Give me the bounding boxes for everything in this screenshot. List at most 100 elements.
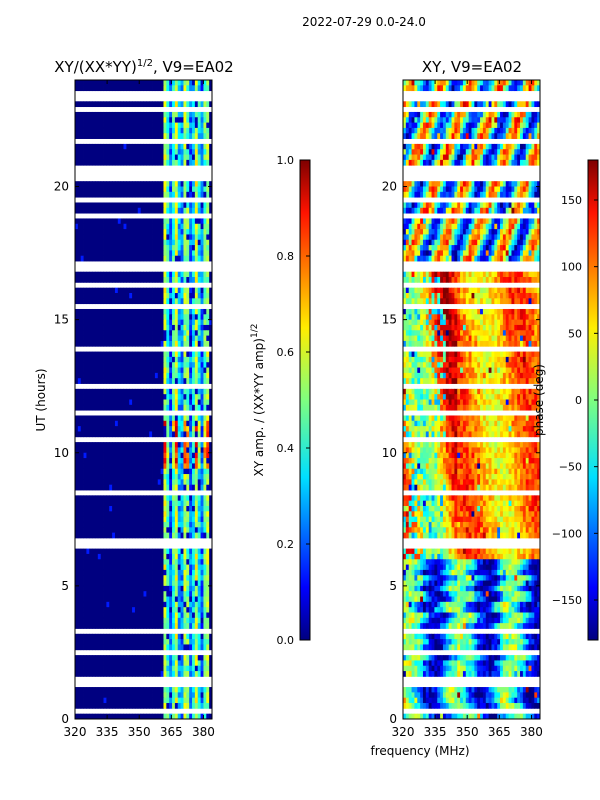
heatmap-cell <box>163 245 167 251</box>
heatmap-cell <box>172 154 176 161</box>
heatmap-cell <box>200 420 204 427</box>
heatmap-cell <box>129 575 133 581</box>
heatmap-cell <box>149 250 153 257</box>
heatmap-cell <box>152 351 156 358</box>
heatmap-cell <box>154 335 159 342</box>
x-tick-label: 350 <box>128 725 151 739</box>
heatmap-cell <box>146 617 150 624</box>
heatmap-cell <box>106 298 110 305</box>
heatmap-cell <box>157 559 162 565</box>
heatmap-cell <box>100 506 104 512</box>
heatmap-cell <box>106 426 110 432</box>
heatmap-cell <box>129 101 133 108</box>
heatmap-cell <box>75 703 79 709</box>
heatmap-cell <box>500 80 504 86</box>
heatmap-cell <box>189 591 193 597</box>
heatmap-cell <box>123 639 127 645</box>
heatmap-cell <box>143 468 147 475</box>
heatmap-cell <box>97 181 102 187</box>
heatmap-cell <box>197 319 201 326</box>
heatmap-cell <box>206 324 210 331</box>
heatmap-cell <box>106 479 110 486</box>
heatmap-cell <box>77 154 82 161</box>
heatmap-cell <box>166 442 170 448</box>
heatmap-cell <box>186 117 190 124</box>
heatmap-cell <box>189 80 193 86</box>
heatmap-cell <box>174 601 179 608</box>
heatmap-cell <box>106 207 110 214</box>
heatmap-cell <box>109 500 113 507</box>
heatmap-cell <box>77 234 82 241</box>
heatmap-cell <box>132 372 136 379</box>
heatmap-cell <box>146 388 150 395</box>
heatmap-cell <box>106 149 110 155</box>
heatmap-cell <box>89 671 93 677</box>
heatmap-cell <box>186 687 190 693</box>
heatmap-cell <box>123 255 127 262</box>
heatmap-cell <box>80 447 84 454</box>
heatmap-cell <box>154 298 159 305</box>
heatmap-cell <box>103 442 107 448</box>
heatmap-cell <box>80 255 84 262</box>
heatmap-cell <box>194 293 199 299</box>
heatmap-cell <box>177 516 181 523</box>
heatmap-cell <box>163 330 167 336</box>
heatmap-cell <box>123 665 127 672</box>
heatmap-cell <box>117 452 122 459</box>
heatmap-cell <box>109 191 113 198</box>
heatmap-cell <box>169 378 173 384</box>
heatmap-cell <box>100 388 104 395</box>
heatmap-cell <box>109 521 113 528</box>
colorbar-tick-label: 0.8 <box>277 250 295 263</box>
heatmap-cell <box>75 101 79 108</box>
heatmap-cell <box>140 181 144 187</box>
heatmap-cell <box>149 207 153 214</box>
heatmap-cell <box>75 623 79 629</box>
heatmap-cell <box>169 85 173 92</box>
heatmap-cell <box>160 250 164 257</box>
heatmap-cell <box>411 111 415 118</box>
heatmap-cell <box>109 468 113 475</box>
heatmap-cell <box>457 111 461 118</box>
heatmap-cell <box>477 111 481 118</box>
heatmap-cell <box>75 633 79 640</box>
heatmap-cell <box>163 639 167 645</box>
heatmap-cell <box>80 117 84 124</box>
heatmap-cell <box>103 564 107 571</box>
heatmap-cell <box>172 149 176 155</box>
heatmap-cell <box>106 250 110 257</box>
heatmap-cell <box>75 234 79 241</box>
heatmap-cell <box>163 324 167 331</box>
heatmap-cell <box>89 239 93 246</box>
heatmap-cell <box>183 277 187 283</box>
heatmap-cell <box>154 463 159 470</box>
heatmap-cell <box>177 703 181 709</box>
heatmap-cell <box>89 111 93 118</box>
heatmap-cell <box>97 372 102 379</box>
heatmap-cell <box>146 404 150 411</box>
heatmap-cell <box>129 229 133 235</box>
heatmap-cell <box>117 293 122 299</box>
heatmap-cell <box>114 703 119 709</box>
heatmap-cell <box>86 308 90 315</box>
heatmap-cell <box>117 202 122 209</box>
heatmap-cell <box>152 372 156 379</box>
heatmap-cell <box>143 101 147 108</box>
heatmap-cell <box>203 521 207 528</box>
heatmap-cell <box>126 564 130 571</box>
heatmap-cell <box>197 378 201 384</box>
heatmap-cell <box>174 623 179 629</box>
heatmap-cell <box>203 671 207 677</box>
heatmap-cell <box>166 367 170 374</box>
heatmap-cell <box>180 85 184 92</box>
heatmap-cell <box>146 548 150 555</box>
heatmap-cell <box>143 356 147 363</box>
heatmap-cell <box>97 511 102 518</box>
heatmap-cell <box>197 181 201 187</box>
heatmap-cell <box>197 245 201 251</box>
heatmap-cell <box>417 117 421 124</box>
heatmap-cell <box>494 85 498 92</box>
heatmap-cell <box>149 500 153 507</box>
left-axes-frame <box>74 79 213 720</box>
heatmap-cell <box>77 548 82 555</box>
